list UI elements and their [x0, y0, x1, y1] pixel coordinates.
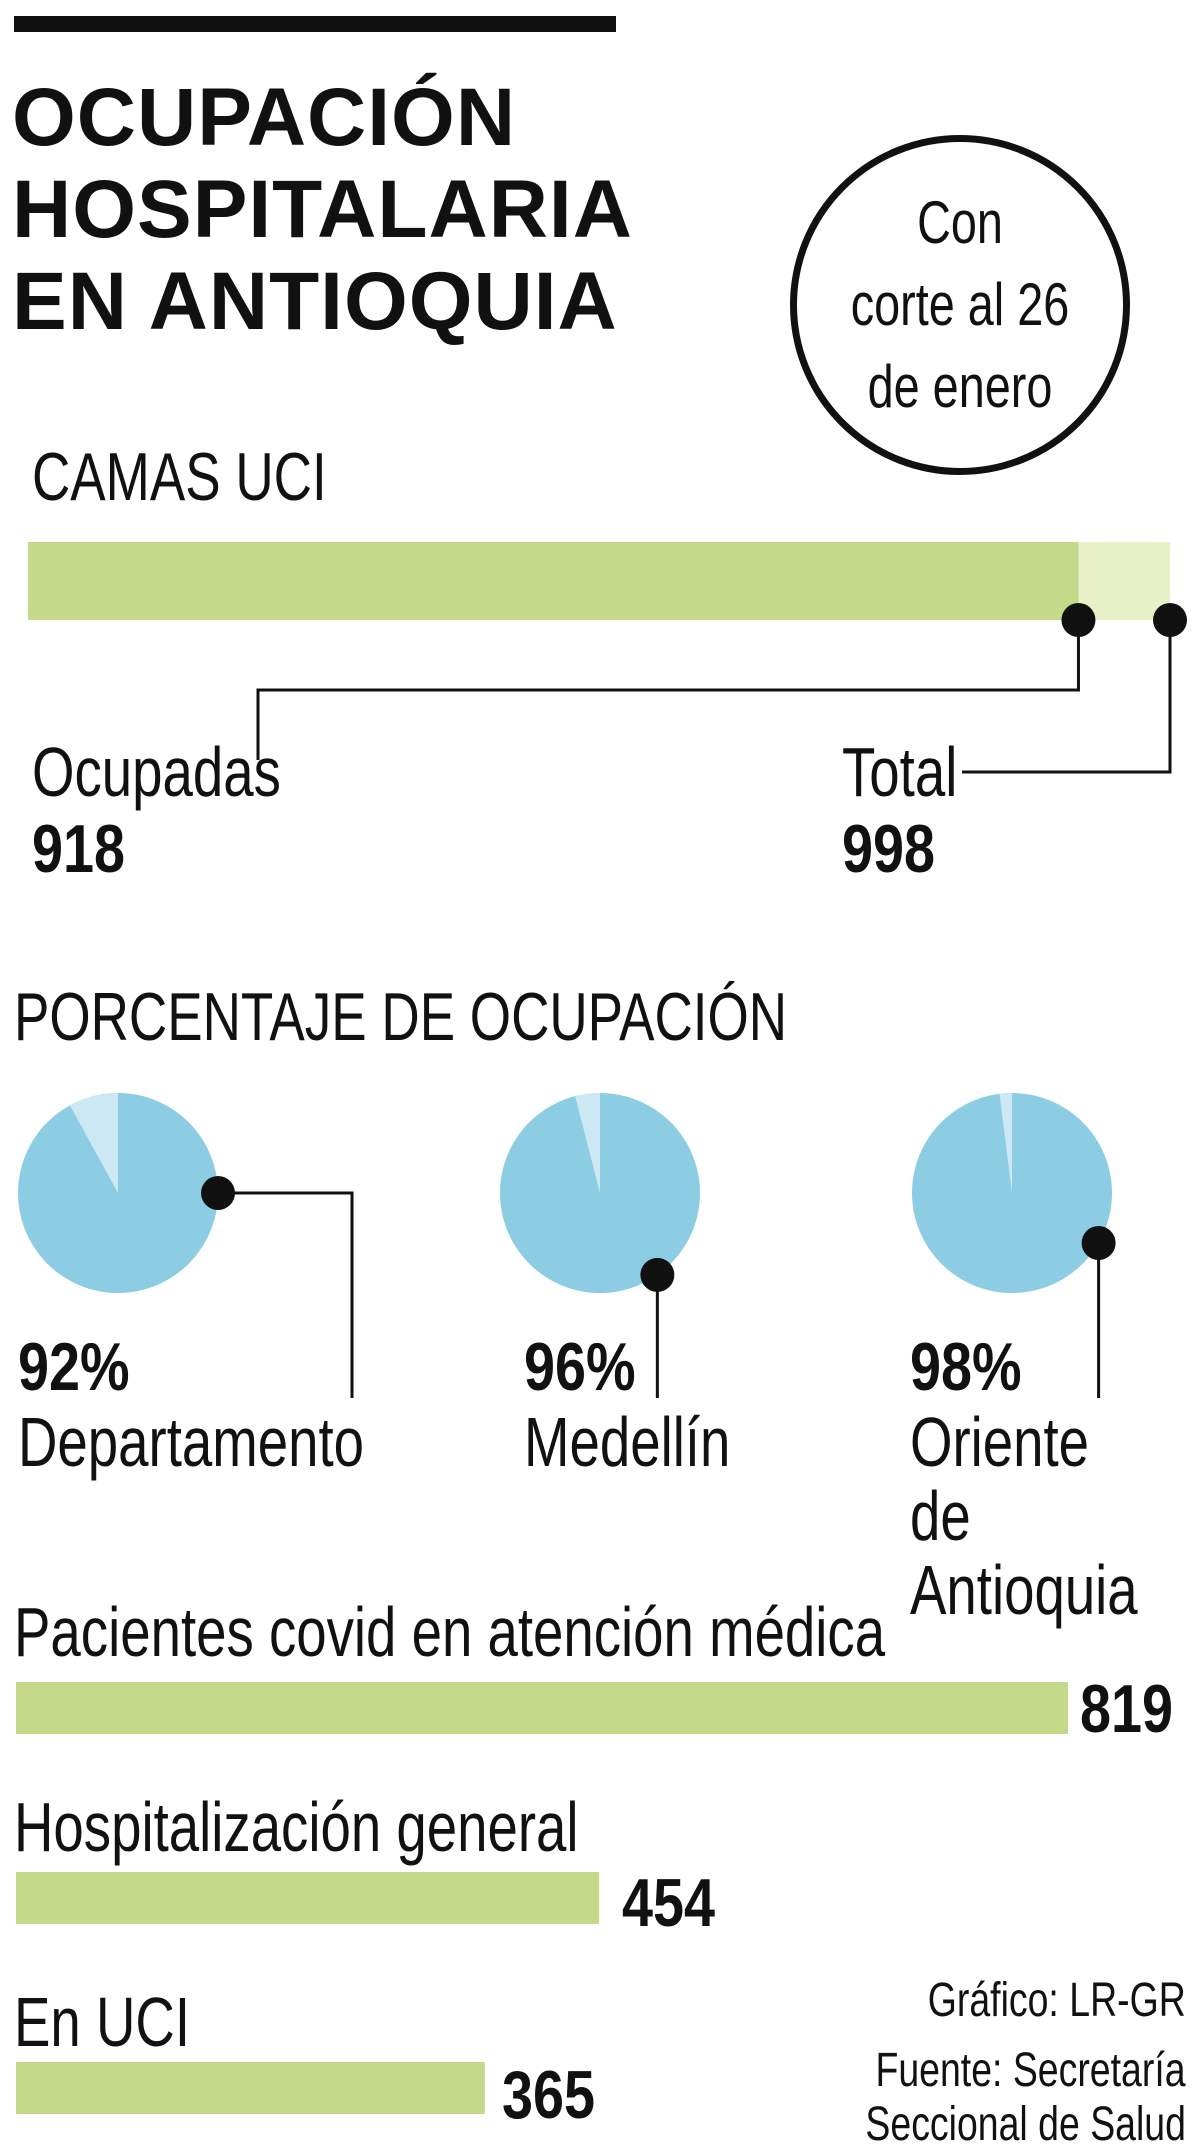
bar-label-uci: En UCI — [14, 1983, 190, 2061]
credit-fuente-1: Fuente: Secretaría — [875, 2044, 1186, 2097]
credit-fuente-2: Seccional de Salud — [865, 2098, 1186, 2151]
pie-0-marker — [201, 1176, 235, 1210]
patient-bar-2 — [16, 2062, 485, 2114]
pie-1-free-slice — [575, 1093, 600, 1193]
date-badge-text: Con corte al 26 de enero — [850, 189, 1070, 420]
date-badge: Con corte al 26 de enero — [790, 135, 1130, 475]
page-title: OCUPACIÓN HOSPITALARIA EN ANTIOQUIA — [12, 72, 633, 347]
occupied-label: Ocupadas — [32, 733, 281, 811]
pie-charts — [18, 1093, 1116, 1398]
pie-label-oriente: Oriente de Antioquia — [910, 1403, 1138, 1629]
pie-2-free-slice — [999, 1093, 1012, 1193]
pie-0-free-slice — [69, 1093, 118, 1193]
bar-value-hospitalizacion: 454 — [622, 1865, 716, 1941]
pie-2-marker — [1081, 1226, 1116, 1260]
bar-label-hospitalizacion: Hospitalización general — [14, 1788, 579, 1866]
patients-bars — [16, 1682, 1068, 2114]
pie-0-leader — [218, 1191, 354, 1398]
pie-1-marker — [640, 1257, 675, 1292]
pie-pct-departamento: 92% — [18, 1329, 130, 1405]
total-leader — [962, 620, 1172, 774]
credit-grafico: Gráfico: LR-GR — [928, 1974, 1186, 2027]
ocupacion-heading: PORCENTAJE DE OCUPACIÓN — [14, 979, 788, 1055]
bar-value-pacientes: 819 — [1080, 1671, 1174, 1747]
occupied-leader — [256, 620, 1080, 760]
bar-label-pacientes: Pacientes covid en atención médica — [14, 1593, 886, 1671]
total-label: Total — [842, 733, 958, 811]
camas-chart — [28, 542, 1187, 774]
occupied-value: 918 — [32, 811, 126, 887]
pie-pct-oriente: 98% — [910, 1329, 1022, 1405]
pie-label-medellin: Medellín — [524, 1403, 731, 1481]
camas-occupied-bar — [28, 542, 1079, 620]
total-value: 998 — [842, 811, 936, 887]
camas-heading: CAMAS UCI — [32, 439, 327, 515]
patient-bar-0 — [16, 1682, 1068, 1734]
top-rule — [14, 16, 616, 32]
pie-label-departamento: Departamento — [18, 1403, 365, 1481]
pie-pct-medellin: 96% — [524, 1329, 636, 1405]
bar-value-uci: 365 — [502, 2057, 596, 2133]
patient-bar-1 — [16, 1872, 600, 1924]
